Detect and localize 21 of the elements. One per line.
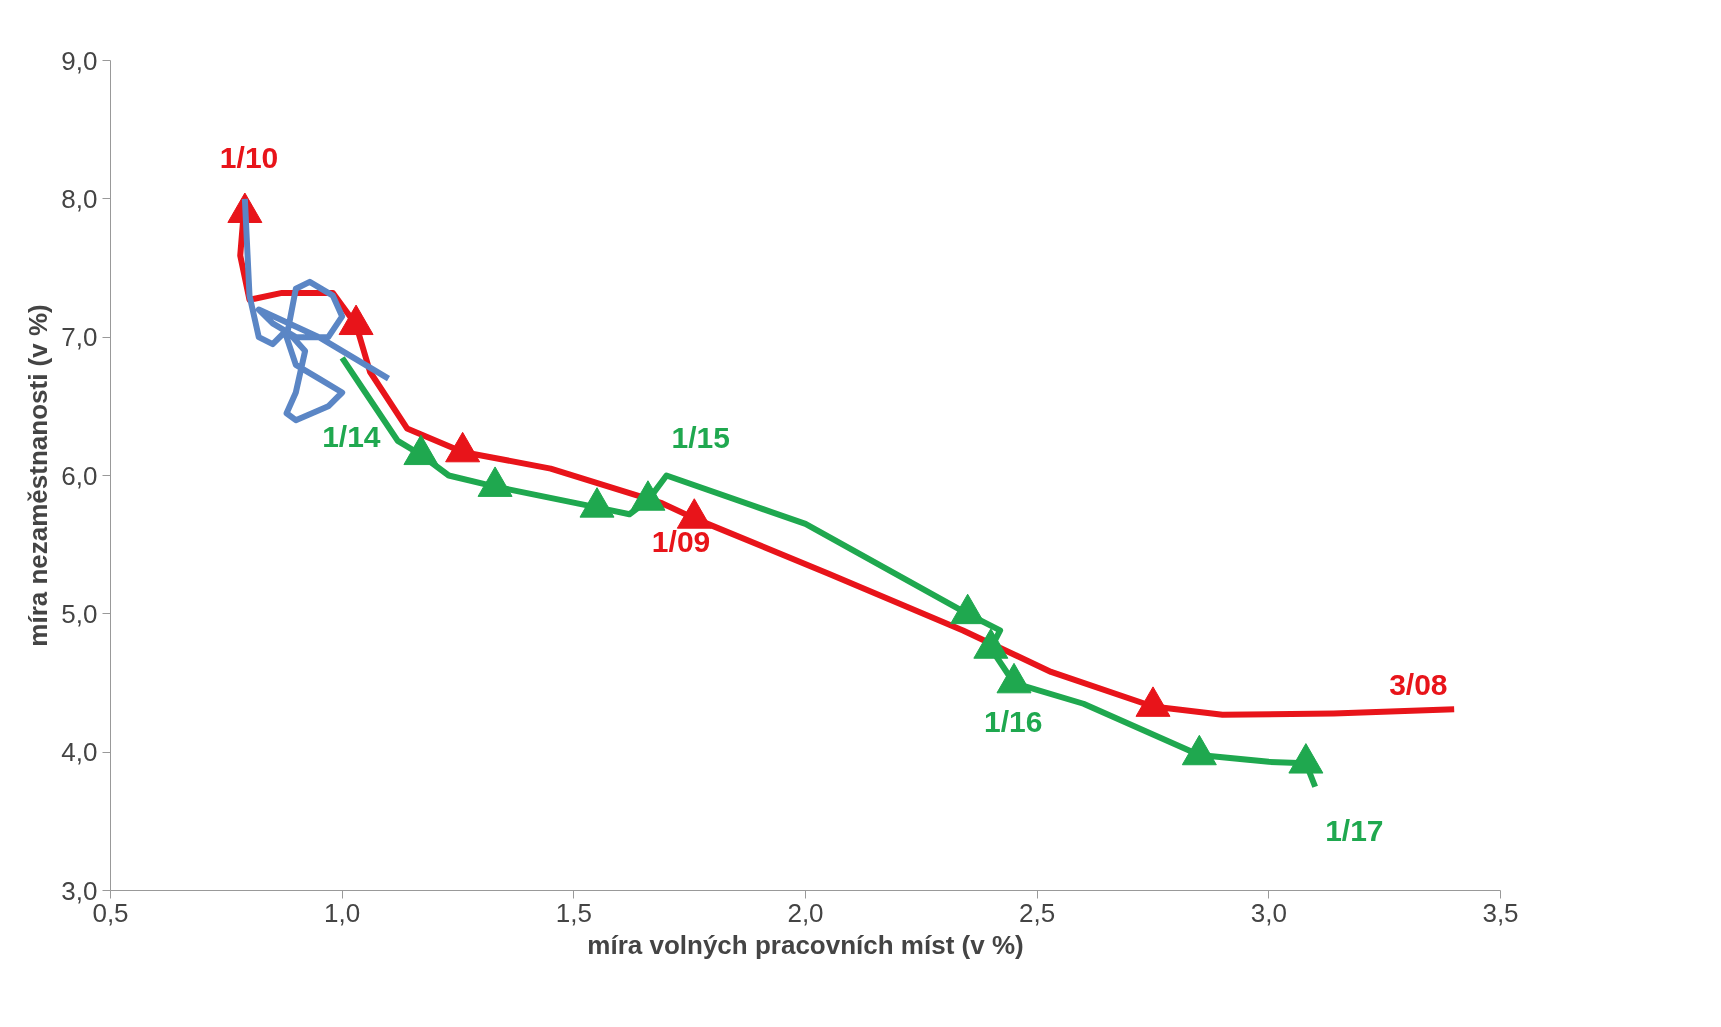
y-tick-label: 6,0 (61, 460, 98, 491)
x-tick-label: 1,0 (324, 897, 361, 928)
annotation: 1/17 (1325, 813, 1384, 847)
x-tick-label: 2,0 (787, 897, 824, 928)
y-tick-label: 9,0 (61, 45, 98, 76)
annotation: 1/16 (984, 705, 1043, 738)
y-axis-title: míra nezaměstnanosti (v %) (23, 304, 54, 647)
y-tick-label: 5,0 (61, 598, 98, 629)
x-tick-label: 2,5 (1019, 897, 1056, 928)
x-tick-label: 1,5 (555, 897, 592, 928)
y-tick-label: 4,0 (61, 737, 98, 768)
y-tick-label: 8,0 (61, 183, 98, 214)
annotation: 1/09 (651, 525, 711, 559)
x-tick-label: 3,0 (1250, 897, 1287, 928)
x-tick-label: 3,5 (1482, 897, 1519, 928)
annotation: 3/08 (1389, 668, 1448, 702)
y-tick-label: 7,0 (61, 322, 98, 353)
annotation: 1/10 (219, 140, 279, 174)
annotation: 1/15 (671, 420, 730, 454)
annotation: 1/14 (322, 419, 381, 453)
x-axis-title: míra volných pracovních míst (v %) (587, 929, 1024, 960)
